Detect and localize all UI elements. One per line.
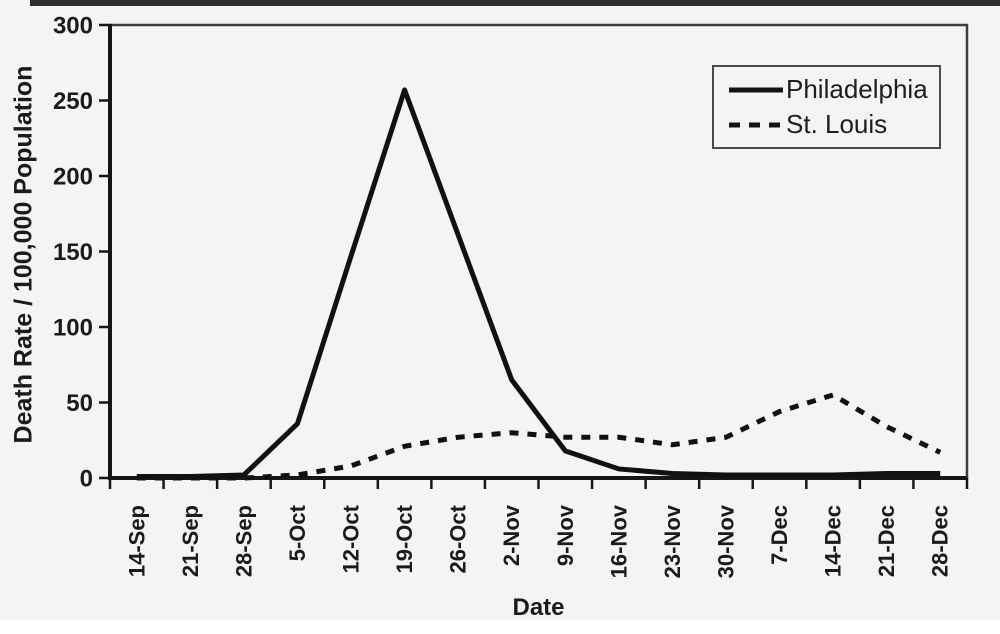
x-tick-label: 5-Oct — [285, 504, 310, 561]
series-line-philadelphia — [136, 87, 941, 479]
x-tick-label: 26-Oct — [446, 504, 471, 573]
x-tick-label: 16-Nov — [606, 504, 631, 578]
x-tick-label: 21-Sep — [178, 505, 203, 577]
x-tick-label: 30-Nov — [713, 504, 738, 578]
y-tick-label: 150 — [53, 239, 93, 266]
x-tick-label: 12-Oct — [339, 504, 364, 573]
scan-artifact-top — [30, 0, 1000, 6]
y-tick-label: 100 — [53, 315, 93, 342]
x-tick-label: 14-Dec — [821, 505, 846, 577]
legend-item-st-louis: St. Louis — [728, 109, 933, 140]
x-tick-label: 7-Dec — [767, 505, 792, 565]
x-tick-label: 9-Nov — [553, 504, 578, 566]
dashed-line-sample-icon — [729, 122, 783, 127]
series-line-st-louis — [136, 392, 942, 481]
y-tick-label: 300 — [53, 13, 93, 40]
chart-canvas: 0 50 100 150 200 250 300 14-Sep 21-Sep 28-Sep 5-Oc… — [53, 13, 969, 578]
legend-label-st-louis: St. Louis — [786, 109, 888, 139]
legend-item-philadelphia: Philadelphia — [728, 74, 933, 105]
scan-margin-bottom — [0, 620, 1000, 634]
y-tick-label: 50 — [66, 390, 93, 417]
y-tick-label: 250 — [53, 88, 93, 115]
y-tick-label: 0 — [80, 466, 93, 493]
x-tick-label: 28-Sep — [231, 505, 256, 577]
y-tick-label: 200 — [53, 164, 93, 191]
legend-label-philadelphia: Philadelphia — [786, 74, 928, 104]
x-tick-label: 2-Nov — [499, 504, 524, 566]
x-tick-label: 23-Nov — [660, 504, 685, 578]
chart-figure: 0 50 100 150 200 250 300 14-Sep 21-Sep 28-Sep 5-Oc… — [0, 0, 1000, 621]
x-tick-label: 19-Oct — [392, 504, 417, 573]
legend: Philadelphia St. Louis — [712, 65, 941, 149]
x-tick-label: 14-Sep — [124, 505, 149, 577]
x-tick-label: 28-Dec — [928, 505, 953, 577]
solid-line-sample-icon — [729, 87, 783, 92]
x-axis-title: Date — [512, 594, 565, 621]
y-axis-title: Death Rate / 100,000 Population — [9, 65, 38, 444]
x-tick-label: 21-Dec — [874, 505, 899, 577]
